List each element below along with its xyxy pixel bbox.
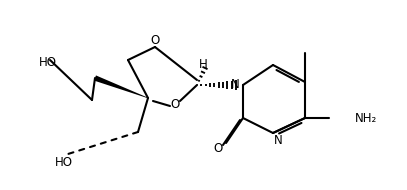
- Text: H: H: [199, 59, 208, 71]
- Text: N: N: [231, 78, 239, 92]
- Text: HO: HO: [55, 155, 73, 169]
- Text: O: O: [171, 97, 179, 111]
- Text: O: O: [150, 33, 160, 47]
- Text: HO: HO: [39, 56, 57, 70]
- Text: N: N: [274, 135, 282, 147]
- Polygon shape: [94, 75, 148, 98]
- Text: O: O: [213, 142, 223, 154]
- Text: NH₂: NH₂: [355, 112, 377, 124]
